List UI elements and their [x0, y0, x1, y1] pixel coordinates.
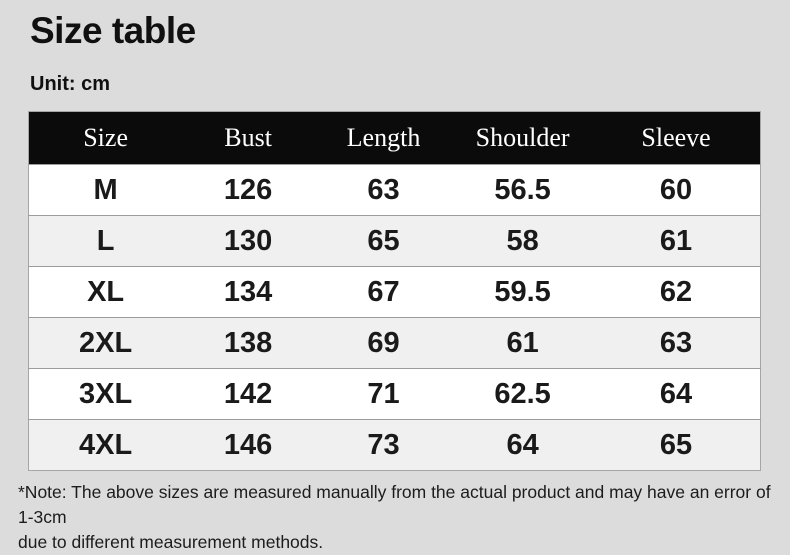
table-cell: 138 [223, 326, 273, 359]
table-cell: 63 [659, 326, 693, 359]
table-cell: 67 [367, 275, 400, 308]
table-cell: 64 [659, 377, 693, 410]
table-cell: 58 [506, 224, 539, 257]
table-cell: 146 [223, 428, 273, 461]
unit-label: Unit: cm [30, 73, 110, 95]
table-cell: 65 [367, 224, 400, 257]
table-cell: 62.5 [494, 377, 551, 410]
note-line-2: due to different measurement methods. [18, 532, 324, 552]
table-cell: 69 [367, 326, 400, 359]
note-line-1: *Note: The above sizes are measured manu… [18, 482, 771, 527]
table-row-2xl: 2XL 138 69 61 63 [28, 317, 761, 369]
table-cell: 64 [506, 428, 539, 461]
measurement-note: *Note: The above sizes are measured manu… [18, 480, 790, 555]
size-table: Size Bust Length Shoulder Sleeve M 126 6… [28, 111, 761, 471]
header-cell-sleeve: Sleeve [592, 111, 761, 165]
table-row-3xl: 3XL 142 71 62.5 64 [28, 368, 761, 420]
table-row-xl: XL 134 67 59.5 62 [28, 266, 761, 318]
table-cell: 130 [223, 224, 273, 257]
table-cell: 61 [659, 224, 693, 257]
table-row-l: L 130 65 58 61 [28, 215, 761, 267]
table-row-m: M 126 63 56.5 60 [28, 164, 761, 216]
table-cell: 61 [506, 326, 539, 359]
table-cell: 134 [223, 275, 273, 308]
table-cell: L [96, 224, 115, 257]
header-cell-shoulder: Shoulder [453, 111, 593, 165]
table-header: Size Bust Length Shoulder Sleeve [28, 111, 761, 165]
table-cell: 3XL [79, 377, 133, 410]
table-cell: 63 [367, 173, 400, 206]
table-cell: 62 [659, 275, 693, 308]
table-cell: 126 [223, 173, 273, 206]
table-row-4xl: 4XL 146 73 64 65 [28, 419, 761, 471]
header-cell-length: Length [313, 111, 454, 165]
table-cell: 2XL [79, 326, 133, 359]
table-cell: 4XL [79, 428, 133, 461]
header-cell-bust: Bust [182, 111, 314, 165]
table-cell: 56.5 [494, 173, 551, 206]
page-title: Size table [30, 10, 196, 51]
table-cell: 60 [659, 173, 693, 206]
table-body: M 126 63 56.5 60 L 130 65 58 61 XL 134 6… [28, 164, 761, 471]
header-cell-size: Size [28, 111, 183, 165]
table-cell: 59.5 [494, 275, 551, 308]
table-cell: M [93, 173, 118, 206]
table-header-row: Size Bust Length Shoulder Sleeve [28, 111, 761, 165]
table-cell: 65 [659, 428, 693, 461]
table-cell: 71 [367, 377, 400, 410]
table-cell: 142 [223, 377, 273, 410]
table-cell: XL [87, 275, 125, 308]
table-cell: 73 [367, 428, 400, 461]
